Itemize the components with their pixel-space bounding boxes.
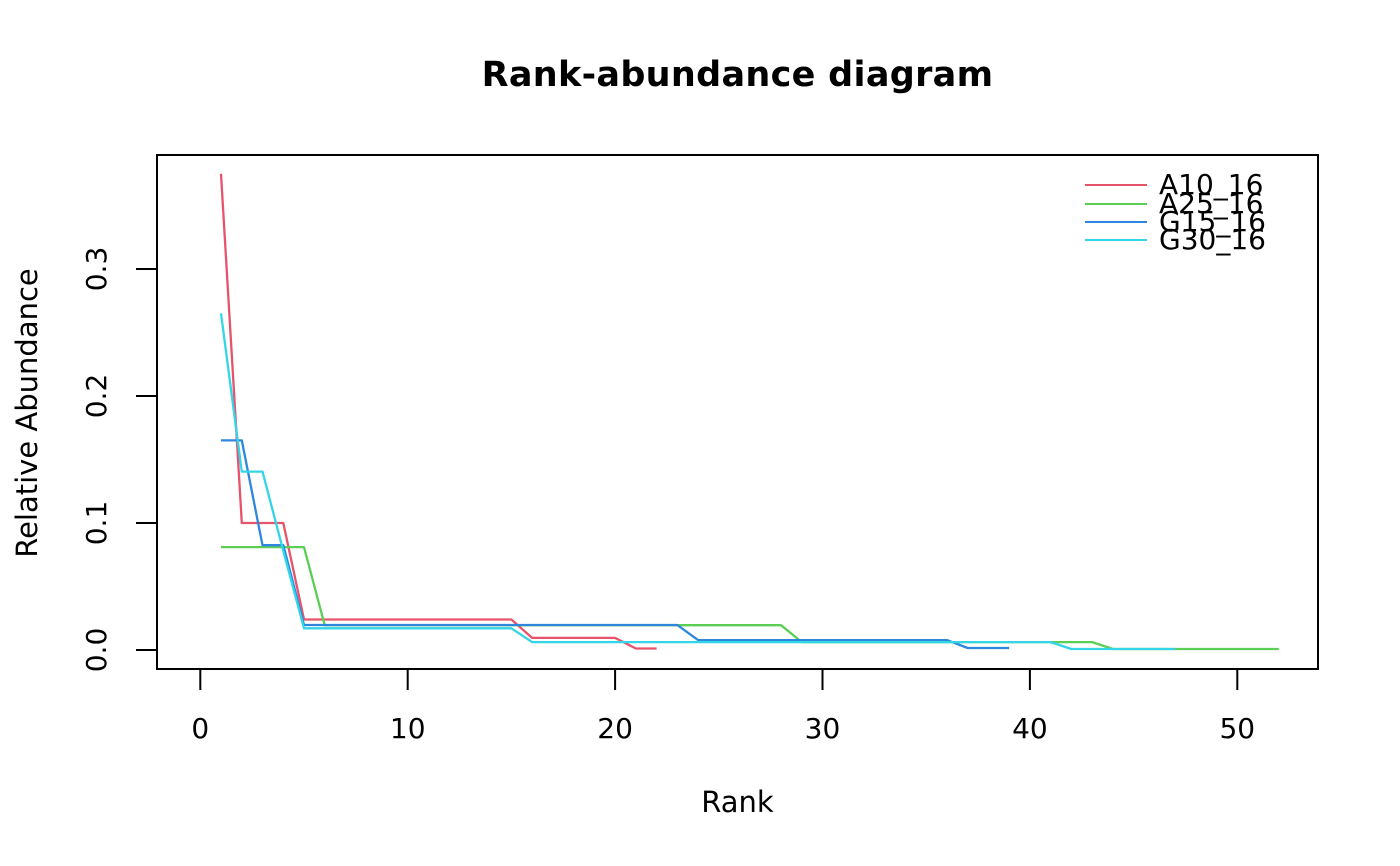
series-line-A10_16 [219, 173, 657, 650]
x-tick-label: 0 [191, 712, 209, 745]
legend-item-G30_16: G30_16 [1085, 223, 1266, 257]
legend-item-A10_16: A10_16 [1085, 168, 1266, 202]
x-axis-label: Rank [701, 785, 774, 819]
plot-border [156, 154, 1319, 670]
x-tick-label: 20 [597, 712, 633, 745]
legend-item-G15_16: G15_16 [1085, 204, 1266, 238]
x-tick-label: 40 [1012, 712, 1048, 745]
legend-label: A25_16 [1159, 186, 1264, 220]
y-tick-label: 0.0 [80, 628, 113, 673]
legend-line-swatch [1085, 202, 1147, 205]
series-line-A25_16 [221, 545, 1279, 651]
legend-item-A25_16: A25_16 [1085, 186, 1266, 220]
legend-line-swatch [1085, 184, 1147, 187]
x-tick-label: 10 [390, 712, 426, 745]
legend-label: G15_16 [1159, 204, 1266, 238]
legend-label: A10_16 [1159, 168, 1264, 202]
y-tick-label: 0.3 [80, 247, 113, 292]
y-tick-label: 0.2 [80, 374, 113, 419]
x-tick-label: 30 [805, 712, 841, 745]
legend-line-swatch [1085, 239, 1147, 242]
series-line-G30_16 [219, 313, 1176, 651]
legend: A10_16 A25_16 G15_16 G30_16 [1085, 168, 1266, 257]
legend-line-swatch [1085, 220, 1147, 223]
y-tick-label: 0.1 [80, 501, 113, 546]
legend-label: G30_16 [1159, 223, 1266, 257]
chart-title: Rank-abundance diagram [481, 55, 994, 95]
y-axis-label: Relative Abundance [10, 268, 44, 558]
series-line-G15_16 [221, 439, 1010, 650]
x-tick-label: 50 [1219, 712, 1255, 745]
